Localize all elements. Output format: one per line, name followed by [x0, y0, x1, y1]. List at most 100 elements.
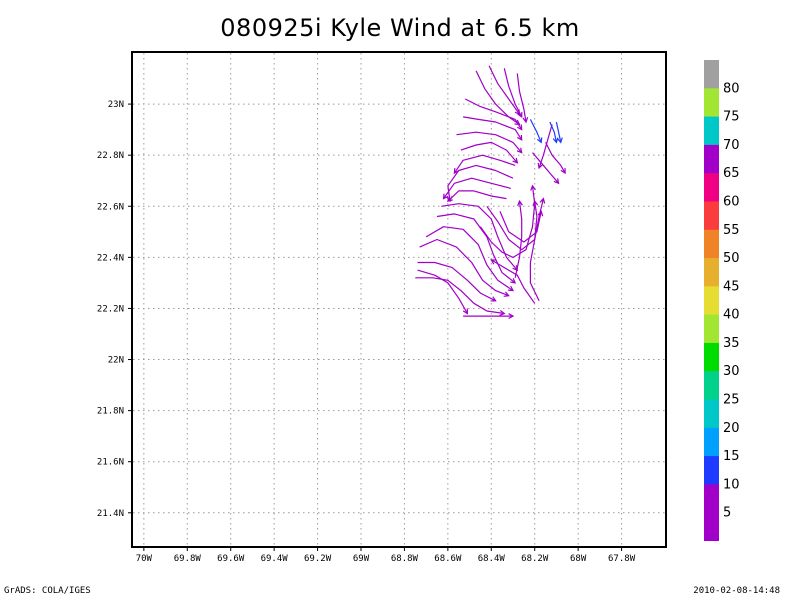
lat-tick-label: 21.4N: [97, 509, 124, 519]
colorbar-label: 60: [723, 194, 740, 209]
streamline-arrowhead: [462, 308, 469, 315]
colorbar-swatch: [704, 427, 719, 457]
colorbar-swatch: [704, 88, 719, 118]
streamline-arrowhead: [537, 210, 544, 217]
streamline: [514, 201, 523, 278]
streamline: [425, 226, 514, 292]
colorbar-swatch: [704, 286, 719, 316]
streamline: [415, 277, 505, 315]
lat-tick-label: 22.2N: [97, 304, 124, 314]
streamline: [453, 154, 516, 174]
lon-tick-label: 68.4W: [478, 554, 506, 564]
streamline-arrowhead: [508, 313, 515, 320]
colorbar: 80 75 70 65 60 55 50 45 40 35 30 25 20 15 10 5: [704, 60, 740, 541]
streamline-arrowhead: [499, 310, 506, 316]
lon-tick-label: 68.8W: [391, 554, 419, 564]
lon-tick-label: 68.2W: [521, 554, 549, 564]
colorbar-swatch: [704, 116, 719, 146]
lat-tick-label: 22.4N: [97, 253, 124, 263]
lon-tick-label: 70W: [136, 554, 153, 564]
axis-ticks: 70W 69.8W 69.6W 69.4W 69.2W 69W 68.8W 68.6W 68.4…: [97, 100, 636, 564]
colorbar-swatch: [704, 144, 719, 174]
streamline: [447, 164, 514, 202]
colorbar-swatch: [704, 314, 719, 344]
colorbar-label: 80: [723, 81, 740, 96]
streamline-arrowhead: [516, 147, 523, 154]
streamline: [555, 121, 562, 143]
streamline: [419, 238, 509, 297]
colorbar-label: 5: [723, 506, 731, 521]
lat-tick-label: 23N: [108, 100, 124, 110]
streamline-arrowhead: [517, 199, 523, 207]
colorbar-label: 20: [723, 421, 740, 436]
streamline-arrowhead: [532, 199, 539, 207]
colorbar-label: 25: [723, 393, 740, 408]
lon-tick-label: 69.6W: [217, 554, 245, 564]
streamline-arrowhead: [553, 178, 560, 185]
streamline: [479, 185, 536, 258]
streamline: [499, 211, 542, 243]
lon-tick-label: 67.8W: [608, 554, 636, 564]
streamline-arrowhead: [517, 134, 523, 141]
colorbar-swatch: [704, 484, 719, 514]
streamline: [538, 124, 553, 169]
streamline-arrowhead: [503, 291, 510, 297]
streamline: [488, 65, 520, 115]
streamline: [460, 141, 518, 164]
streamlines: [415, 65, 566, 320]
colorbar-label: 30: [723, 364, 740, 379]
colorbar-label: 35: [723, 336, 740, 351]
lon-tick-label: 68W: [570, 554, 587, 564]
colorbar-swatch: [704, 512, 719, 541]
streamline: [447, 190, 507, 202]
streamline-arrowhead: [537, 162, 544, 170]
colorbar-swatch: [704, 371, 719, 401]
footer-credit: GrADS: COLA/IGES: [4, 586, 91, 596]
map-title: 080925i Kyle Wind at 6.5 km: [220, 14, 580, 42]
colorbar-swatch: [704, 456, 719, 485]
streamline-arrowhead: [510, 278, 517, 284]
streamline: [417, 269, 468, 314]
colorbar-label: 75: [723, 110, 740, 125]
streamline: [529, 201, 540, 302]
colorbar-swatch: [704, 60, 719, 89]
streamline-arrowhead: [536, 137, 543, 144]
streamline: [463, 116, 523, 141]
colorbar-swatch: [704, 173, 719, 202]
colorbar-label: 50: [723, 251, 740, 266]
grid-lines: [133, 53, 665, 546]
colorbar-label: 45: [723, 279, 740, 294]
lon-tick-label: 69W: [353, 554, 370, 564]
streamline-arrowhead: [560, 168, 566, 175]
colorbar-label: 15: [723, 449, 740, 464]
colorbar-swatch: [704, 342, 719, 372]
streamline-arrowhead: [517, 111, 523, 118]
colorbar-swatch: [704, 399, 719, 429]
streamline-arrowhead: [517, 124, 523, 131]
colorbar-label: 65: [723, 166, 740, 181]
streamline: [475, 70, 520, 125]
colorbar-label: 55: [723, 223, 740, 238]
streamline-arrowhead: [530, 184, 536, 191]
colorbar-swatch: [704, 258, 719, 287]
streamline: [436, 213, 516, 284]
streamline-arrowhead: [512, 157, 519, 164]
streamline: [490, 259, 536, 304]
lon-tick-label: 68.6W: [434, 554, 462, 564]
streamline: [503, 68, 523, 118]
streamline: [486, 198, 544, 251]
streamline: [417, 261, 496, 302]
streamline-arrowhead: [539, 197, 546, 204]
streamline-arrowhead: [446, 196, 453, 203]
streamline: [549, 121, 557, 143]
streamline: [441, 203, 518, 271]
streamline: [443, 177, 511, 199]
streamline-arrowhead: [490, 296, 497, 302]
lat-tick-label: 22.8N: [97, 151, 124, 161]
map-frame: [131, 51, 667, 548]
footer-timestamp: 2010-02-08-14:48: [693, 586, 780, 596]
streamline: [516, 73, 527, 123]
streamline: [456, 131, 523, 153]
colorbar-swatch: [704, 201, 719, 231]
streamline: [545, 142, 566, 174]
